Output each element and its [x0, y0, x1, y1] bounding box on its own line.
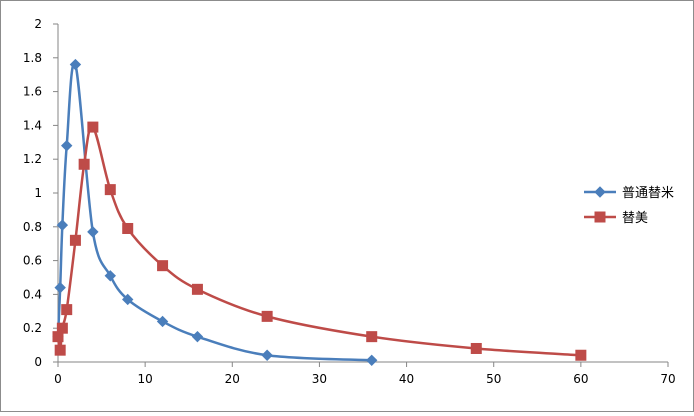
x-tick-label: 50: [486, 372, 501, 386]
y-tick-label: 0.2: [23, 321, 42, 335]
x-tick-label: 20: [225, 372, 240, 386]
data-point: [104, 270, 116, 282]
data-point: [366, 354, 378, 367]
x-tick-label: 60: [573, 372, 588, 386]
data-point: [78, 158, 90, 170]
data-point: [56, 219, 69, 231]
series-line: [56, 61, 372, 362]
y-tick-label: 0.4: [23, 287, 42, 301]
data-point: [69, 234, 81, 246]
x-tick-label: 10: [138, 372, 153, 386]
y-tick-label: 1.4: [23, 118, 42, 132]
data-point: [156, 315, 169, 328]
data-point: [261, 349, 273, 361]
data-point: [470, 342, 482, 354]
data-point: [191, 330, 204, 343]
data-point: [87, 226, 99, 238]
legend-label: 替美: [622, 211, 648, 226]
legend-label: 普通替米: [622, 186, 674, 201]
series-blue: [52, 58, 378, 367]
x-tick-label: 70: [660, 372, 675, 386]
y-tick-label: 1: [34, 186, 42, 200]
data-point: [261, 310, 273, 322]
x-tick-label: 40: [399, 372, 414, 386]
x-tick-label: 30: [312, 372, 327, 386]
y-tick-label: 0: [34, 355, 42, 369]
legend-item: 普通替米: [584, 186, 674, 201]
data-point: [157, 260, 169, 272]
axes: 00.20.40.60.811.21.41.61.820 10 20 30 40 50 60…: [23, 17, 676, 386]
y-tick-label: 1.2: [23, 152, 42, 166]
data-point: [54, 281, 66, 294]
legend-item: 替美: [584, 211, 648, 226]
data-point: [54, 344, 66, 356]
data-point: [191, 283, 203, 295]
data-point: [104, 184, 116, 196]
series-layer: [52, 58, 587, 367]
data-point: [61, 304, 73, 316]
data-point: [575, 349, 587, 361]
data-point: [61, 139, 73, 152]
legend-marker: [594, 186, 606, 198]
data-point: [366, 331, 378, 343]
y-tick-label: 2: [34, 17, 42, 31]
series-line: [56, 125, 581, 357]
data-point: [87, 121, 99, 133]
x-tick-label: 0: [54, 372, 62, 386]
data-point: [122, 222, 134, 234]
y-tick-label: 1.8: [23, 51, 42, 65]
data-point: [69, 58, 82, 71]
y-tick-label: 0.6: [23, 254, 42, 268]
y-tick-label: 1.6: [23, 85, 42, 99]
series-red: [52, 121, 587, 361]
data-point: [122, 293, 134, 306]
data-point: [56, 322, 68, 334]
legend-marker: [594, 211, 606, 223]
y-tick-label: 0.8: [23, 220, 42, 234]
